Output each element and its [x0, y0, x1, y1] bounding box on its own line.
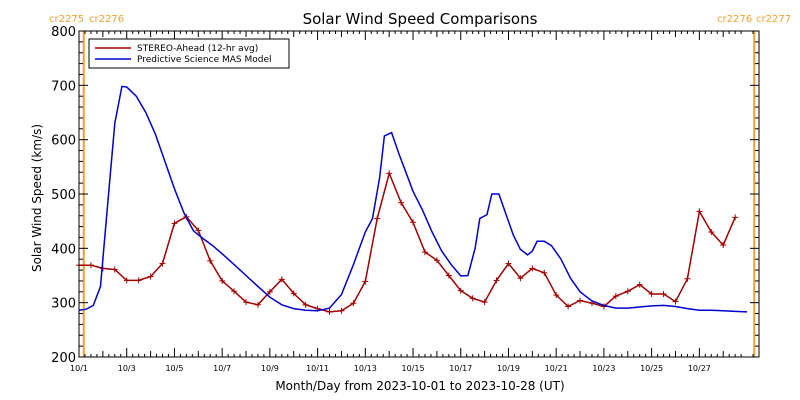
data-point-stereo [147, 273, 154, 280]
data-point-stereo [684, 275, 691, 282]
x-tick-label: 10/25 [640, 364, 663, 373]
data-point-stereo [243, 299, 250, 306]
data-point-stereo [612, 293, 619, 300]
cr-left-label-1: cr2275 [49, 14, 84, 25]
series-line-stereo [79, 171, 736, 313]
x-tick-label: 10/17 [449, 364, 472, 373]
x-tick-label: 10/3 [118, 364, 136, 373]
data-point-stereo [553, 292, 560, 299]
data-point-stereo [433, 257, 440, 264]
data-point-stereo [135, 277, 142, 284]
data-point-stereo [708, 229, 715, 236]
legend-label-stereo: STEREO-Ahead (12-hr avg) [137, 44, 258, 54]
data-point-stereo [386, 170, 393, 177]
data-point-stereo [207, 257, 214, 264]
data-point-stereo [481, 299, 488, 306]
data-point-stereo [254, 301, 261, 308]
data-point-stereo [505, 260, 512, 267]
cr-right-label-1: cr2276 [717, 14, 752, 25]
y-tick-label: 300 [51, 297, 76, 312]
y-tick-label: 200 [51, 351, 76, 366]
x-tick-label: 10/5 [165, 364, 183, 373]
x-tick-label: 10/19 [497, 364, 520, 373]
data-point-stereo [421, 249, 428, 256]
x-tick-label: 10/1 [70, 364, 88, 373]
data-point-stereo [410, 219, 417, 226]
cr-right-label-2: cr2277 [756, 14, 791, 25]
cr-left-label-2: cr2276 [89, 14, 124, 25]
data-point-stereo [672, 298, 679, 305]
data-point-stereo [493, 277, 500, 284]
data-point-stereo [541, 269, 548, 276]
data-point-stereo [374, 215, 381, 222]
y-tick-label: 700 [51, 79, 76, 94]
x-tick-label: 10/13 [354, 364, 377, 373]
data-point-stereo [362, 278, 369, 285]
x-axis-label: Month/Day from 2023-10-01 to 2023-10-28 … [275, 379, 564, 393]
y-axis-label: Solar Wind Speed (km/s) [30, 124, 44, 272]
data-point-stereo [529, 265, 536, 272]
x-tick-label: 10/21 [545, 364, 568, 373]
data-point-stereo [350, 300, 357, 307]
data-point-stereo [660, 290, 667, 297]
data-point-stereo [302, 301, 309, 308]
data-point-stereo [338, 307, 345, 314]
data-point-stereo [231, 288, 238, 295]
x-tick-label: 10/7 [213, 364, 231, 373]
data-point-stereo [469, 295, 476, 302]
data-point-stereo [696, 208, 703, 215]
data-point-stereo [732, 214, 739, 221]
data-point-stereo [577, 297, 584, 304]
data-point-stereo [517, 275, 524, 282]
data-point-stereo [278, 276, 285, 283]
data-point-stereo [326, 308, 333, 315]
data-point-stereo [445, 272, 452, 279]
y-tick-label: 400 [51, 242, 76, 257]
plot-area: 200 300 400 500 600 700 800 10/1 10/3 10/5 10/7 10/… [51, 25, 760, 373]
x-tick-label: 10/9 [261, 364, 279, 373]
x-tick-label: 10/23 [592, 364, 615, 373]
x-tick-label: 10/11 [306, 364, 329, 373]
data-point-stereo [648, 290, 655, 297]
plot-frame [78, 30, 760, 358]
y-tick-label: 600 [51, 134, 76, 149]
data-point-stereo [565, 303, 572, 310]
chart-title: Solar Wind Speed Comparisons [303, 10, 538, 28]
legend-box [88, 38, 290, 69]
data-point-stereo [266, 288, 273, 295]
series-line-mas-model [78, 85, 748, 313]
data-point-stereo [171, 220, 178, 227]
x-tick-label: 10/15 [402, 364, 425, 373]
x-tick-label: 10/27 [688, 364, 711, 373]
data-point-stereo [290, 290, 297, 297]
data-point-stereo [624, 288, 631, 295]
data-point-stereo [636, 281, 643, 288]
legend-label-mas-model: Predictive Science MAS Model [137, 55, 272, 65]
data-point-stereo [123, 277, 130, 284]
data-point-stereo [398, 199, 405, 206]
data-point-stereo [159, 260, 166, 267]
carrington-rotation-labels: cr2275 cr2276 cr2276 cr2277 [49, 14, 791, 25]
legend: STEREO-Ahead (12-hr avg) Predictive Scie… [88, 38, 290, 69]
data-point-stereo [195, 227, 202, 234]
data-point-stereo [720, 242, 727, 249]
data-point-stereo [87, 262, 94, 269]
y-tick-label: 800 [51, 25, 76, 40]
data-point-stereo [457, 287, 464, 294]
data-point-stereo [111, 266, 118, 273]
y-tick-label: 500 [51, 188, 76, 203]
data-point-stereo [219, 277, 226, 284]
